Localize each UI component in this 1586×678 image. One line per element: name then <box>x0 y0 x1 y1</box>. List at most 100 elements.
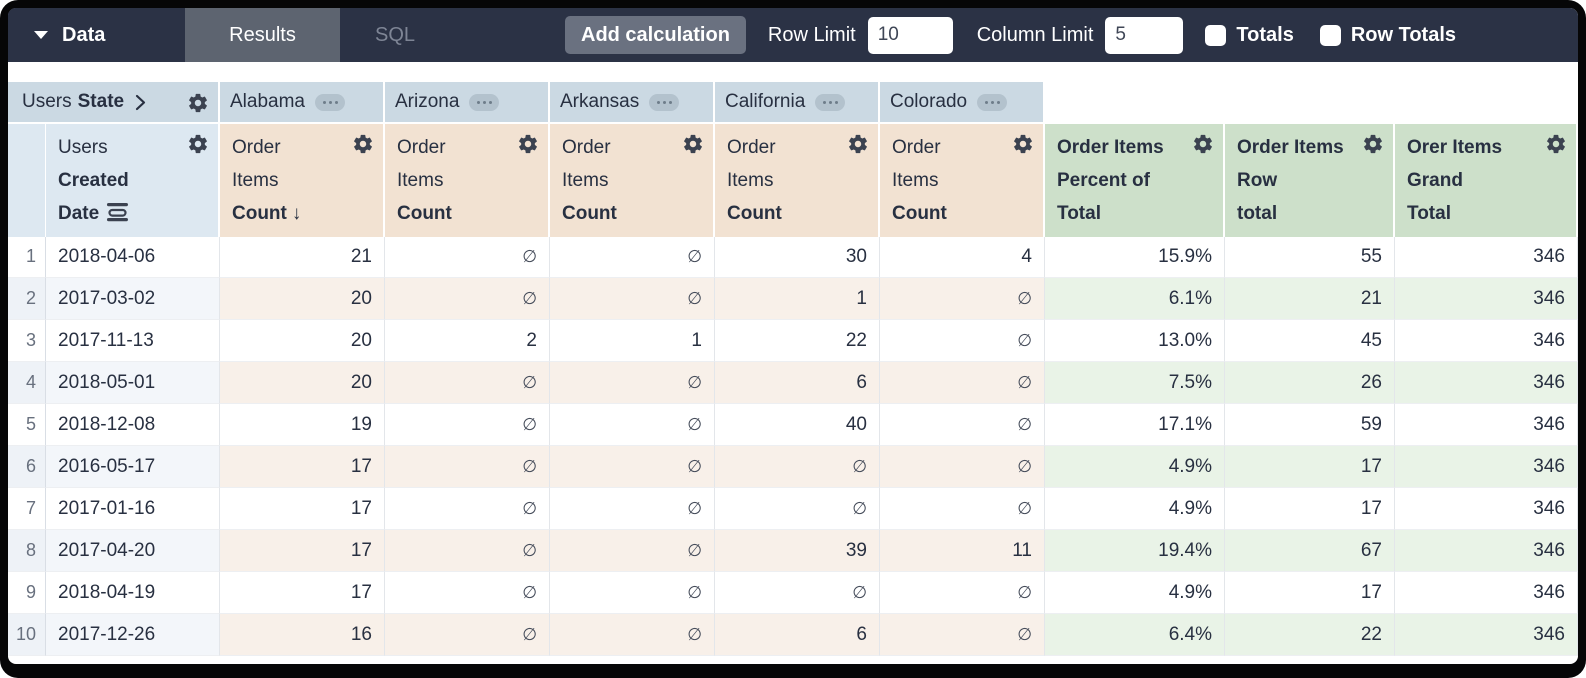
ellipsis-menu-icon[interactable] <box>815 93 846 111</box>
cell-count-california[interactable]: 22 <box>715 320 880 362</box>
measure-header-order-items-count-arkansas[interactable]: Order Items Count <box>550 124 715 237</box>
cell-count-california[interactable]: 30 <box>715 236 880 278</box>
row-number: 7 <box>8 488 46 530</box>
measure-header-order-items-count-alabama[interactable]: Order Items Count ↓ <box>220 124 385 237</box>
cell-percent-of-total: 6.1% <box>1045 278 1225 320</box>
gear-icon[interactable] <box>187 133 209 155</box>
pivot-field-header[interactable]: Users State <box>8 82 220 124</box>
cell-row-total: 17 <box>1225 446 1395 488</box>
cell-date[interactable]: 2017-03-02 <box>46 278 220 320</box>
gear-icon[interactable] <box>847 133 869 155</box>
cell-count-arkansas: ∅ <box>550 362 715 404</box>
cell-grand-total: 346 <box>1395 320 1578 362</box>
cell-grand-total: 346 <box>1395 488 1578 530</box>
cell-count-alabama[interactable]: 17 <box>220 572 385 614</box>
ellipsis-menu-icon[interactable] <box>977 93 1008 111</box>
cell-date[interactable]: 2017-12-26 <box>46 614 220 656</box>
cell-count-arkansas: ∅ <box>550 488 715 530</box>
cell-date[interactable]: 2016-05-17 <box>46 446 220 488</box>
cell-count-arkansas: ∅ <box>550 278 715 320</box>
gear-icon[interactable] <box>352 133 374 155</box>
totals-checkbox-wrap[interactable]: Totals <box>1205 24 1294 47</box>
tab-sql[interactable]: SQL <box>374 23 416 46</box>
measure-header-order-items-count-arizona[interactable]: Order Items Count <box>385 124 550 237</box>
cell-count-alabama[interactable]: 20 <box>220 362 385 404</box>
cell-count-alabama[interactable]: 21 <box>220 236 385 278</box>
cell-date[interactable]: 2017-01-16 <box>46 488 220 530</box>
row-number-header <box>8 124 46 237</box>
measure-field-line: Count <box>892 197 1031 230</box>
pivot-value-colorado[interactable]: Colorado <box>880 82 1045 124</box>
cell-count-california: ∅ <box>715 572 880 614</box>
measure-field-name: Count <box>232 203 287 224</box>
cell-count-arkansas: ∅ <box>550 530 715 572</box>
pivot-field-name: State <box>77 91 125 112</box>
cell-grand-total: 346 <box>1395 278 1578 320</box>
data-section-toggle[interactable]: Data <box>8 8 185 62</box>
gear-icon[interactable] <box>1362 133 1384 155</box>
cell-count-arizona: ∅ <box>385 278 550 320</box>
column-limit-input[interactable] <box>1105 16 1184 54</box>
gear-icon[interactable] <box>1192 133 1214 155</box>
calc-header-row-total[interactable]: Order Items Row total <box>1225 124 1395 237</box>
cell-date[interactable]: 2018-12-08 <box>46 404 220 446</box>
calc-header-grand-total[interactable]: Orer Items Grand Total <box>1395 124 1578 237</box>
cell-count-arizona[interactable]: 2 <box>385 320 550 362</box>
row-limit-input[interactable] <box>867 16 953 54</box>
cell-count-colorado[interactable]: 4 <box>880 236 1045 278</box>
measure-header-order-items-count-california[interactable]: Order Items Count <box>715 124 880 237</box>
cell-date[interactable]: 2018-05-01 <box>46 362 220 404</box>
gear-icon[interactable] <box>187 92 209 114</box>
row-number: 3 <box>8 320 46 362</box>
ellipsis-menu-icon[interactable] <box>469 93 500 111</box>
pivot-header-filler <box>1045 82 1578 124</box>
measure-field-line: Count <box>727 197 866 230</box>
add-calculation-button[interactable]: Add calculation <box>565 16 746 54</box>
cell-count-arkansas[interactable]: 1 <box>550 320 715 362</box>
pivot-value-california[interactable]: California <box>715 82 880 124</box>
measure-view-line: Order <box>727 137 776 158</box>
cell-count-colorado[interactable]: 11 <box>880 530 1045 572</box>
cell-date[interactable]: 2018-04-19 <box>46 572 220 614</box>
cell-count-california[interactable]: 6 <box>715 362 880 404</box>
pivot-value-alabama[interactable]: Alabama <box>220 82 385 124</box>
cell-count-alabama[interactable]: 20 <box>220 278 385 320</box>
gear-icon[interactable] <box>682 133 704 155</box>
cell-row-total: 21 <box>1225 278 1395 320</box>
cell-count-alabama[interactable]: 19 <box>220 404 385 446</box>
ellipsis-menu-icon[interactable] <box>649 93 680 111</box>
cell-date[interactable]: 2017-11-13 <box>46 320 220 362</box>
dimension-header-users-created-date[interactable]: Users Created Date <box>46 124 220 237</box>
gear-icon[interactable] <box>517 133 539 155</box>
cell-count-california[interactable]: 1 <box>715 278 880 320</box>
gear-icon[interactable] <box>1012 133 1034 155</box>
cell-count-california[interactable]: 39 <box>715 530 880 572</box>
cell-count-arizona: ∅ <box>385 488 550 530</box>
cell-count-alabama[interactable]: 17 <box>220 446 385 488</box>
row-totals-checkbox[interactable] <box>1319 24 1341 46</box>
totals-checkbox[interactable] <box>1205 24 1227 46</box>
cell-count-alabama[interactable]: 20 <box>220 320 385 362</box>
calc-header-percent-of-total[interactable]: Order Items Percent of Total <box>1045 124 1225 237</box>
measure-field-name: Count <box>892 203 947 224</box>
cell-percent-of-total: 4.9% <box>1045 488 1225 530</box>
pivot-value-arizona[interactable]: Arizona <box>385 82 550 124</box>
cell-count-arizona: ∅ <box>385 404 550 446</box>
tab-results[interactable]: Results <box>185 8 340 62</box>
cell-date[interactable]: 2018-04-06 <box>46 236 220 278</box>
cell-count-alabama[interactable]: 16 <box>220 614 385 656</box>
cell-count-california[interactable]: 40 <box>715 404 880 446</box>
gear-icon[interactable] <box>1545 133 1567 155</box>
data-section-label: Data <box>62 23 106 46</box>
cell-count-arkansas: ∅ <box>550 614 715 656</box>
cell-date[interactable]: 2017-04-20 <box>46 530 220 572</box>
cell-count-arizona: ∅ <box>385 362 550 404</box>
cell-count-california[interactable]: 6 <box>715 614 880 656</box>
ellipsis-menu-icon[interactable] <box>315 93 345 111</box>
row-totals-checkbox-wrap[interactable]: Row Totals <box>1319 24 1456 47</box>
pivot-value-arkansas[interactable]: Arkansas <box>550 82 715 124</box>
cell-count-alabama[interactable]: 17 <box>220 530 385 572</box>
cell-count-alabama[interactable]: 17 <box>220 488 385 530</box>
measure-header-order-items-count-colorado[interactable]: Order Items Count <box>880 124 1045 237</box>
